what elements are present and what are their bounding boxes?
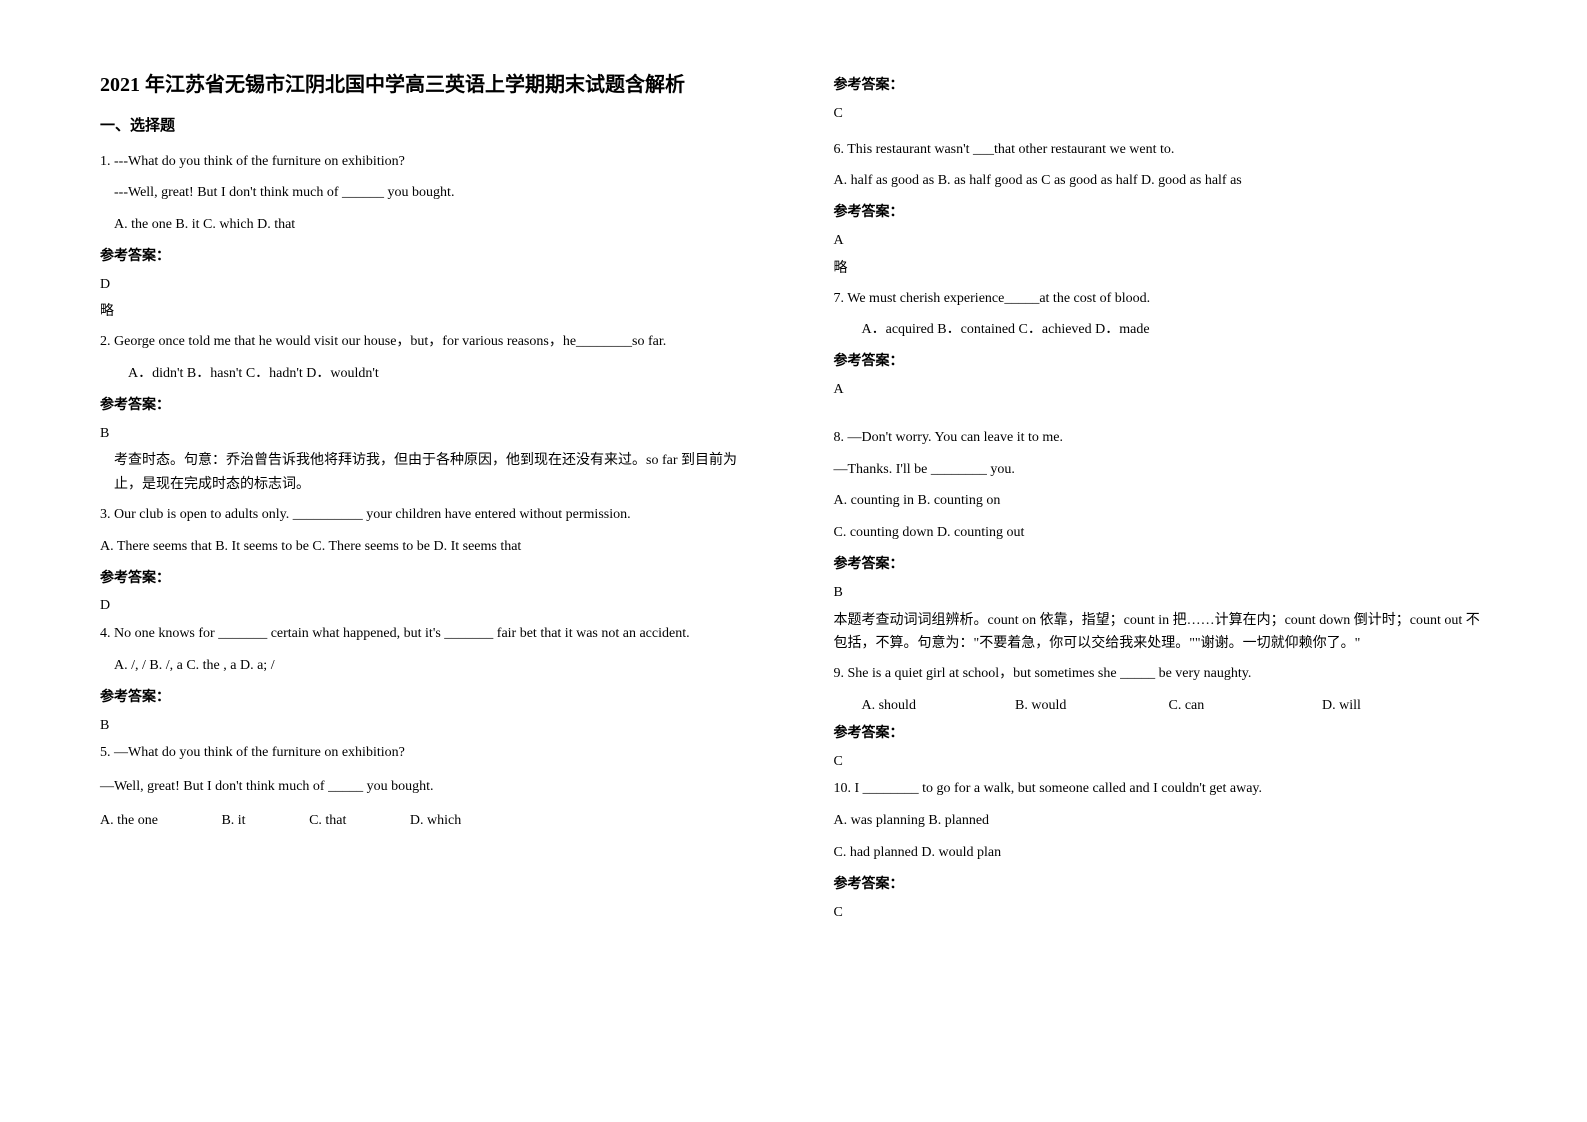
q6-stem: 6. This restaurant wasn't ___that other … (834, 138, 1488, 162)
answer-label: 参考答案： (834, 74, 1488, 98)
q5-answer: C (834, 102, 1488, 126)
q8-answer: B (834, 581, 1488, 605)
q10-options-a: A. was planning B. planned (834, 809, 1488, 833)
exam-page: 2021 年江苏省无锡市江阴北国中学高三英语上学期期末试题含解析 一、选择题 1… (100, 70, 1487, 1082)
q6-answer: A (834, 229, 1488, 253)
q4-answer: B (100, 714, 754, 738)
q1-answer: D (100, 273, 754, 297)
q8-options-b: C. counting down D. counting out (834, 521, 1488, 545)
section-heading: 一、选择题 (100, 114, 754, 140)
q6-options: A. half as good as B. as half good as C … (834, 169, 1488, 193)
q5-options: A. the one B. it C. that D. which (100, 809, 754, 833)
q9-opt-c: C. can (1169, 694, 1319, 718)
q10-options-b: C. had planned D. would plan (834, 841, 1488, 865)
q2-stem: 2. George once told me that he would vis… (100, 330, 754, 354)
answer-label: 参考答案： (834, 873, 1488, 897)
answer-label: 参考答案： (834, 553, 1488, 577)
q10-answer: C (834, 901, 1488, 925)
q9-options: A. should B. would C. can D. will (834, 694, 1488, 718)
q9-opt-d: D. will (1322, 694, 1422, 718)
q8-stem-b: —Thanks. I'll be ________ you. (834, 458, 1488, 482)
q7-answer: A (834, 378, 1488, 402)
q9-opt-b: B. would (1015, 694, 1165, 718)
q1-stem-a: 1. ---What do you think of the furniture… (100, 150, 754, 174)
answer-label: 参考答案： (100, 686, 754, 710)
q4-stem: 4. No one knows for _______ certain what… (100, 622, 754, 646)
q9-stem: 9. She is a quiet girl at school，but som… (834, 662, 1488, 686)
q9-answer: C (834, 750, 1488, 774)
q4-options: A. /, / B. /, a C. the , a D. a; / (100, 654, 754, 678)
q5-opt-c: C. that (309, 809, 346, 833)
answer-label: 参考答案： (100, 245, 754, 269)
q2-explain: 考查时态。句意：乔治曾告诉我他将拜访我，但由于各种原因，他到现在还没有来过。so… (100, 449, 754, 497)
q1-options: A. the one B. it C. which D. that (100, 213, 754, 237)
q3-options: A. There seems that B. It seems to be C.… (100, 535, 754, 559)
q7-stem: 7. We must cherish experience_____at the… (834, 287, 1488, 311)
q5-stem-a: 5. —What do you think of the furniture o… (100, 741, 754, 765)
answer-label: 参考答案： (834, 201, 1488, 225)
q3-stem: 3. Our club is open to adults only. ____… (100, 503, 754, 527)
q8-stem-a: 8. —Don't worry. You can leave it to me. (834, 426, 1488, 450)
q7-options: A．acquired B．contained C．achieved D．made (834, 318, 1488, 342)
q5-opt-b: B. it (221, 809, 245, 833)
answer-label: 参考答案： (100, 394, 754, 418)
q8-options-a: A. counting in B. counting on (834, 489, 1488, 513)
answer-label: 参考答案： (834, 722, 1488, 746)
q8-explain: 本题考查动词词组辨析。count on 依靠，指望；count in 把……计算… (834, 609, 1488, 657)
q1-stem-b: ---Well, great! But I don't think much o… (100, 181, 754, 205)
q10-stem: 10. I ________ to go for a walk, but som… (834, 777, 1488, 801)
q5-stem-b: —Well, great! But I don't think much of … (100, 775, 754, 799)
q1-omit: 略 (100, 300, 754, 324)
doc-title: 2021 年江苏省无锡市江阴北国中学高三英语上学期期末试题含解析 (100, 70, 754, 100)
q9-opt-a: A. should (862, 694, 1012, 718)
q5-opt-d: D. which (410, 809, 461, 833)
q2-answer: B (100, 422, 754, 446)
answer-label: 参考答案： (834, 350, 1488, 374)
q3-answer: D (100, 594, 754, 618)
q2-options: A．didn't B．hasn't C．hadn't D．wouldn't (100, 362, 754, 386)
answer-label: 参考答案： (100, 567, 754, 591)
q6-omit: 略 (834, 257, 1488, 281)
q5-opt-a: A. the one (100, 809, 158, 833)
